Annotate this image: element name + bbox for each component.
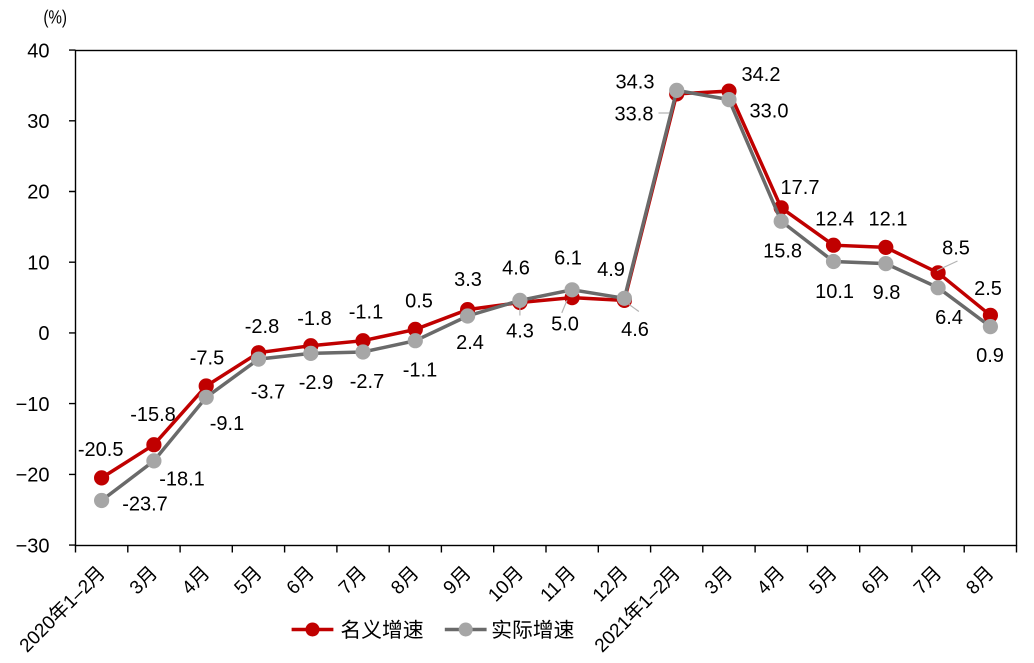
svg-text:20: 20 (27, 182, 49, 204)
svg-text:40: 40 (27, 40, 49, 62)
svg-text:−20: −20 (16, 465, 50, 487)
svg-text:-1.1: -1.1 (349, 302, 383, 324)
svg-text:-2.9: -2.9 (299, 372, 333, 394)
svg-text:3.3: 3.3 (454, 269, 482, 291)
svg-text:-1.8: -1.8 (297, 308, 331, 330)
svg-text:-18.1: -18.1 (159, 469, 205, 491)
svg-text:6.4: 6.4 (935, 307, 963, 329)
svg-text:12.1: 12.1 (869, 209, 908, 231)
svg-text:34.3: 34.3 (616, 72, 655, 94)
svg-text:33.8: 33.8 (615, 104, 654, 126)
svg-text:33.0: 33.0 (750, 101, 789, 123)
svg-text:2.5: 2.5 (974, 278, 1002, 300)
svg-text:-7.5: -7.5 (190, 348, 224, 370)
svg-text:8.5: 8.5 (942, 237, 970, 259)
svg-text:-20.5: -20.5 (78, 439, 124, 461)
svg-text:-15.8: -15.8 (130, 404, 176, 426)
svg-text:-3.7: -3.7 (251, 381, 285, 403)
svg-text:-2.7: -2.7 (350, 371, 384, 393)
svg-text:10.1: 10.1 (815, 281, 854, 303)
svg-text:0.9: 0.9 (976, 345, 1004, 367)
svg-text:12.4: 12.4 (815, 209, 854, 231)
svg-text:−10: −10 (16, 394, 50, 416)
svg-text:5.0: 5.0 (551, 314, 579, 336)
svg-text:17.7: 17.7 (781, 177, 820, 199)
svg-text:−30: −30 (16, 535, 50, 557)
svg-text:4.9: 4.9 (597, 259, 625, 281)
svg-text:10: 10 (27, 252, 49, 274)
svg-text:9.8: 9.8 (873, 282, 901, 304)
svg-text:-23.7: -23.7 (122, 494, 168, 516)
svg-text:-1.1: -1.1 (403, 360, 437, 382)
svg-text:-2.8: -2.8 (245, 316, 279, 338)
svg-text:4.6: 4.6 (502, 258, 530, 280)
svg-text:0: 0 (38, 323, 49, 345)
svg-text:-9.1: -9.1 (210, 413, 244, 435)
svg-text:4.3: 4.3 (506, 321, 534, 343)
svg-text:15.8: 15.8 (763, 240, 802, 262)
svg-text:2.4: 2.4 (456, 332, 484, 354)
svg-text:6.1: 6.1 (554, 248, 582, 270)
svg-text:4.6: 4.6 (621, 319, 649, 341)
svg-text:0.5: 0.5 (405, 291, 433, 313)
svg-text:30: 30 (27, 111, 49, 133)
svg-text:34.2: 34.2 (742, 64, 781, 86)
